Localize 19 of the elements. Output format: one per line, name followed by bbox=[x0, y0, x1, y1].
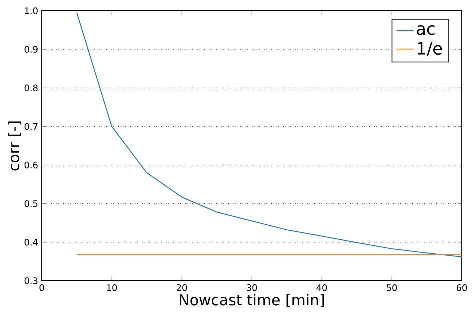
y-tick-label: 0.4 bbox=[24, 239, 38, 246]
y-tick-label: 0.3 bbox=[24, 278, 38, 284]
x-tick-label: 10 bbox=[107, 284, 118, 292]
y-axis-title: corr [-] bbox=[8, 122, 22, 171]
x-tick-label: 20 bbox=[176, 284, 188, 292]
x-tick-label: 50 bbox=[386, 284, 398, 292]
y-tick-label: 1.0 bbox=[25, 8, 38, 14]
y-tick-label: 0.9 bbox=[24, 46, 38, 53]
x-tick-label: 60 bbox=[456, 284, 468, 292]
legend-label: ac bbox=[417, 25, 435, 36]
x-tick-label: 0 bbox=[40, 284, 44, 292]
y-tick-label: 0.8 bbox=[24, 84, 38, 92]
legend-label: 1/e bbox=[418, 42, 442, 56]
y-tick-label: 0.7 bbox=[24, 123, 38, 130]
x-tick-label: 30 bbox=[246, 284, 258, 292]
x-tick-label: 40 bbox=[316, 284, 328, 292]
y-tick-label: 0.6 bbox=[24, 162, 38, 169]
x-axis-title: Nowcast time [min] bbox=[180, 294, 324, 308]
y-tick-label: 0.5 bbox=[24, 200, 38, 208]
